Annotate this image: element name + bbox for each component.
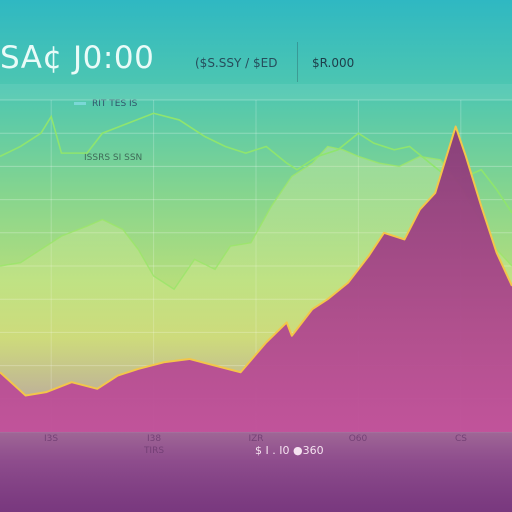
series-3-line xyxy=(0,145,512,291)
series-1-line xyxy=(0,125,512,397)
legend-swatch xyxy=(74,102,86,105)
legend-label: RIT TES IS xyxy=(92,99,138,109)
header-left-info: ($S.SSY / $ED xyxy=(195,56,278,70)
header-band xyxy=(0,84,512,100)
series-2-line xyxy=(0,112,512,214)
price-title: SA¢ J0:00 xyxy=(0,40,155,76)
chart-sublabel: ISSRS SI SSN xyxy=(84,153,143,163)
footer-band xyxy=(0,432,512,512)
series-1-area xyxy=(0,126,512,432)
footer-text: $ I . I0 ●360 xyxy=(255,444,324,457)
header-divider xyxy=(297,42,298,82)
legend: RIT TES IS xyxy=(74,99,137,109)
header-right-info: $R.000 xyxy=(312,56,355,70)
